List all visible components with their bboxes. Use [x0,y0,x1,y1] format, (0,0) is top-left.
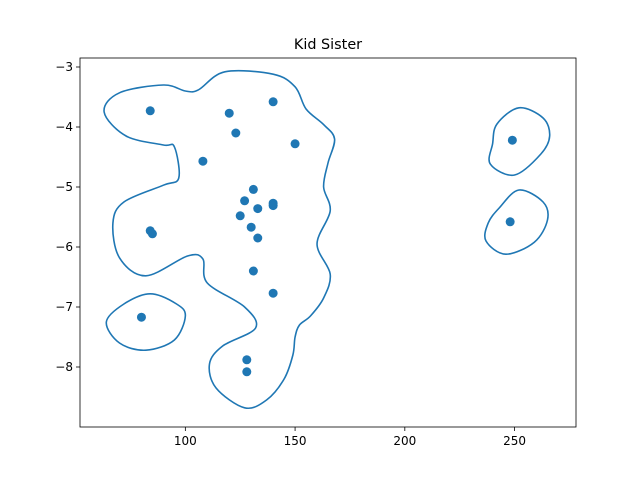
y-tick-label: −4 [55,120,73,134]
x-tick-label: 250 [503,434,526,448]
x-tick-label: 150 [284,434,307,448]
scatter-point-13 [246,222,256,232]
scatter-point-11 [253,204,263,214]
scatter-point-18 [268,288,278,298]
scatter-point-20 [242,355,252,365]
scatter-point-8 [240,196,250,206]
chart-title: Kid Sister [294,37,362,53]
y-tick-label: −6 [55,240,73,254]
density-contour-3 [488,106,551,177]
y-axis-ticks: −8 −7 −6 −5 −4 −3 [55,60,80,374]
x-tick-label: 100 [174,434,197,448]
scatter-point-10 [268,201,278,211]
plot-frame [79,57,577,428]
scatter-point-7 [248,184,258,194]
y-tick-label: −3 [55,60,73,74]
density-contour-1 [103,69,336,410]
density-contour-4 [484,189,549,256]
point-layer [136,97,517,377]
x-axis-ticks: 100 150 200 250 [174,427,526,448]
scatter-point-5 [290,139,300,149]
x-tick-label: 200 [393,434,416,448]
contour-layer [103,69,551,410]
scatter-point-22 [507,135,517,145]
scatter-point-3 [268,97,278,107]
scatter-point-1 [145,106,155,116]
y-tick-label: −7 [55,300,73,314]
scatter-point-2 [224,108,234,118]
density-contour-2 [105,292,187,352]
scatter-point-12 [235,211,245,221]
scatter-point-21 [242,367,252,377]
scatter-point-17 [248,266,258,276]
y-tick-label: −5 [55,180,73,194]
scatter-point-16 [253,233,263,243]
scatter-point-4 [231,128,241,138]
scatter-point-19 [136,312,146,322]
y-tick-label: −8 [55,360,73,374]
scatter-point-23 [505,217,515,227]
scatter-point-6 [198,156,208,166]
scatter-point-15 [147,229,157,239]
